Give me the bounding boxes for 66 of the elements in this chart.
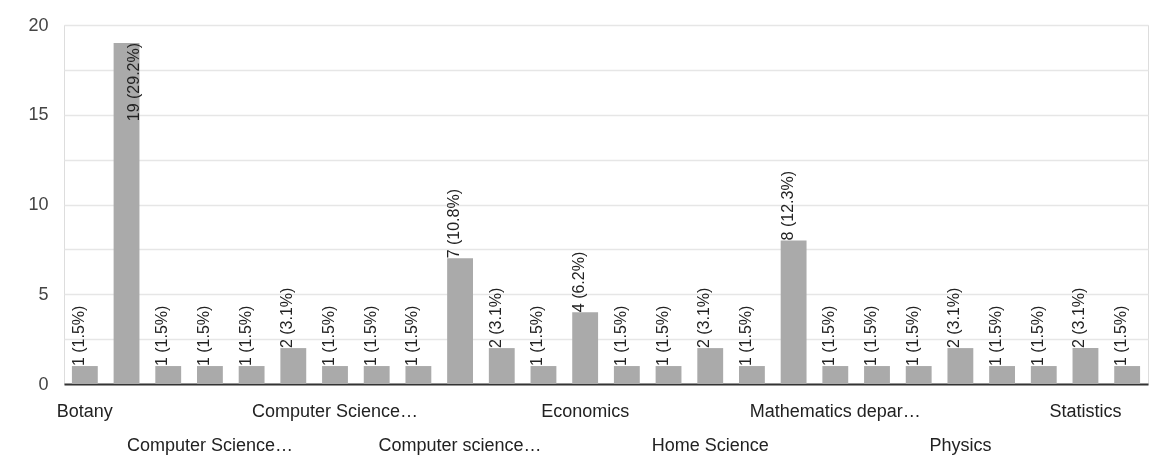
data-label: 2 (3.1%) <box>486 287 504 349</box>
x-tick-label: Physics <box>929 435 992 455</box>
bar <box>488 348 515 384</box>
data-label: 1 (1.5%) <box>528 305 546 367</box>
data-label: 1 (1.5%) <box>611 305 629 367</box>
data-label: 7 (10.8%) <box>445 188 463 259</box>
data-label: 4 (6.2%) <box>570 251 588 313</box>
data-label: 1 (1.5%) <box>736 305 754 367</box>
data-label: 2 (3.1%) <box>1070 287 1088 349</box>
bar <box>71 366 98 384</box>
x-tick-label: Computer Science… <box>251 401 419 421</box>
y-tick-label: 10 <box>28 194 49 214</box>
data-label: 1 (1.5%) <box>653 305 671 367</box>
bar <box>322 366 348 384</box>
bar <box>905 366 932 384</box>
y-tick-label: 20 <box>28 14 49 35</box>
y-tick-label: 15 <box>28 104 49 125</box>
bar <box>822 366 849 384</box>
bar <box>280 348 307 384</box>
data-label: 1 (1.5%) <box>1028 305 1046 367</box>
x-tick-label: Computer science… <box>378 435 542 455</box>
bar <box>780 240 807 384</box>
bar <box>155 366 182 384</box>
bar <box>572 312 599 384</box>
bar <box>1114 366 1141 384</box>
bar <box>739 366 765 384</box>
bar <box>613 366 640 384</box>
data-label: 1 (1.5%) <box>236 305 254 367</box>
data-label: 1 (1.5%) <box>361 305 379 367</box>
data-label: 1 (1.5%) <box>820 305 838 367</box>
y-tick-label: 5 <box>38 283 49 304</box>
data-label: 2 (3.1%) <box>278 287 296 349</box>
bar <box>864 366 890 384</box>
data-label: 1 (1.5%) <box>320 305 337 367</box>
data-label: 8 (12.3%) <box>778 171 796 241</box>
bar <box>1072 348 1099 384</box>
x-tick-label: Economics <box>541 401 630 421</box>
x-tick-label: Botany <box>56 401 113 421</box>
bar <box>697 348 724 384</box>
bar <box>947 348 974 384</box>
x-tick-label: Computer Science… <box>126 435 293 455</box>
y-tick-label: 0 <box>38 373 49 394</box>
data-label: 1 (1.5%) <box>903 305 921 367</box>
bar <box>197 366 223 384</box>
x-tick-label: Statistics <box>1049 401 1122 421</box>
bar <box>238 366 265 384</box>
bar <box>363 366 390 384</box>
data-label: 2 (3.1%) <box>945 287 963 349</box>
data-label: 1 (1.5%) <box>987 305 1005 367</box>
bar <box>530 366 557 384</box>
x-tick-label: Home Science <box>651 435 769 455</box>
bar <box>989 366 1015 384</box>
bar <box>447 258 473 384</box>
bar <box>655 366 682 384</box>
data-label: 1 (1.5%) <box>153 305 171 367</box>
bar <box>113 42 140 384</box>
bar <box>405 366 432 384</box>
data-label: 1 (1.5%) <box>69 305 87 367</box>
data-label: 1 (1.5%) <box>403 305 421 367</box>
bar <box>1030 366 1057 384</box>
data-label: 1 (1.5%) <box>862 305 879 367</box>
x-tick-label: Mathematics depar… <box>749 401 921 421</box>
data-label: 1 (1.5%) <box>194 305 212 367</box>
data-label: 1 (1.5%) <box>1112 305 1130 367</box>
data-label: 19 (29.2%) <box>124 42 142 122</box>
data-label: 2 (3.1%) <box>695 287 713 349</box>
